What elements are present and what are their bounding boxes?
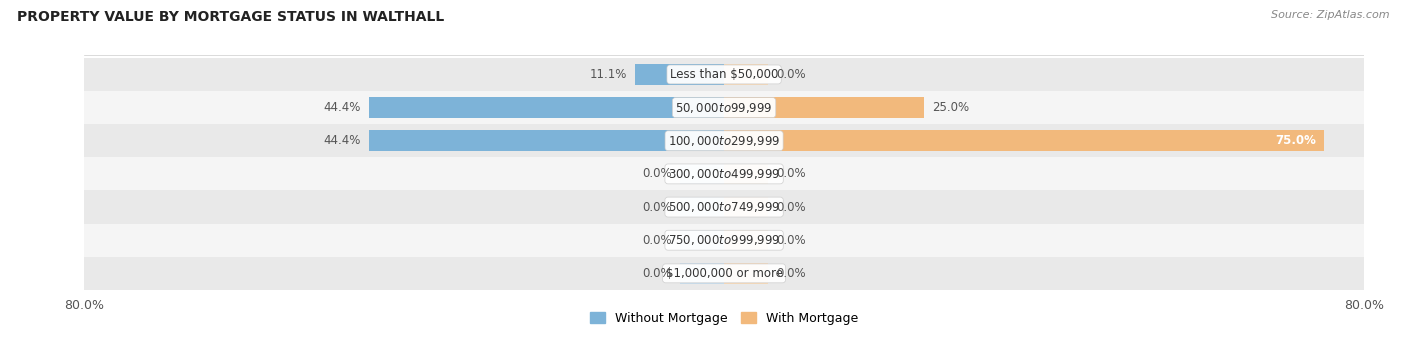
Bar [681, 197, 724, 217]
Text: 75.0%: 75.0% [1275, 134, 1316, 147]
Text: PROPERTY VALUE BY MORTGAGE STATUS IN WALTHALL: PROPERTY VALUE BY MORTGAGE STATUS IN WAL… [17, 10, 444, 24]
Text: 0.0%: 0.0% [776, 167, 806, 180]
Text: $100,000 to $299,999: $100,000 to $299,999 [668, 134, 780, 148]
Bar [724, 164, 768, 184]
Text: 0.0%: 0.0% [776, 267, 806, 280]
Text: 25.0%: 25.0% [932, 101, 969, 114]
Bar [0, 257, 1406, 290]
Bar [0, 91, 1406, 124]
Text: 11.1%: 11.1% [591, 68, 627, 81]
Bar [681, 230, 724, 251]
Text: 0.0%: 0.0% [643, 167, 672, 180]
Bar [724, 64, 768, 85]
Text: $1,000,000 or more: $1,000,000 or more [665, 267, 783, 280]
Bar [636, 64, 724, 85]
Bar [681, 164, 724, 184]
Bar [724, 263, 768, 284]
Bar [0, 224, 1406, 257]
Text: $300,000 to $499,999: $300,000 to $499,999 [668, 167, 780, 181]
Bar [724, 97, 924, 118]
Text: Less than $50,000: Less than $50,000 [669, 68, 779, 81]
Text: 0.0%: 0.0% [643, 234, 672, 247]
Text: 0.0%: 0.0% [643, 267, 672, 280]
Text: $50,000 to $99,999: $50,000 to $99,999 [675, 101, 773, 115]
Bar [0, 124, 1406, 157]
Text: 0.0%: 0.0% [776, 201, 806, 213]
Text: $500,000 to $749,999: $500,000 to $749,999 [668, 200, 780, 214]
Legend: Without Mortgage, With Mortgage: Without Mortgage, With Mortgage [585, 307, 863, 330]
Bar [0, 191, 1406, 224]
Text: 44.4%: 44.4% [323, 134, 361, 147]
Text: 0.0%: 0.0% [776, 234, 806, 247]
Bar [368, 97, 724, 118]
Bar [0, 157, 1406, 191]
Bar [724, 230, 768, 251]
Text: Source: ZipAtlas.com: Source: ZipAtlas.com [1271, 10, 1389, 20]
Bar [724, 197, 768, 217]
Bar [368, 131, 724, 151]
Bar [0, 58, 1406, 91]
Text: $750,000 to $999,999: $750,000 to $999,999 [668, 233, 780, 247]
Bar [724, 131, 1324, 151]
Text: 44.4%: 44.4% [323, 101, 361, 114]
Text: 0.0%: 0.0% [643, 201, 672, 213]
Text: 0.0%: 0.0% [776, 68, 806, 81]
Bar [681, 263, 724, 284]
